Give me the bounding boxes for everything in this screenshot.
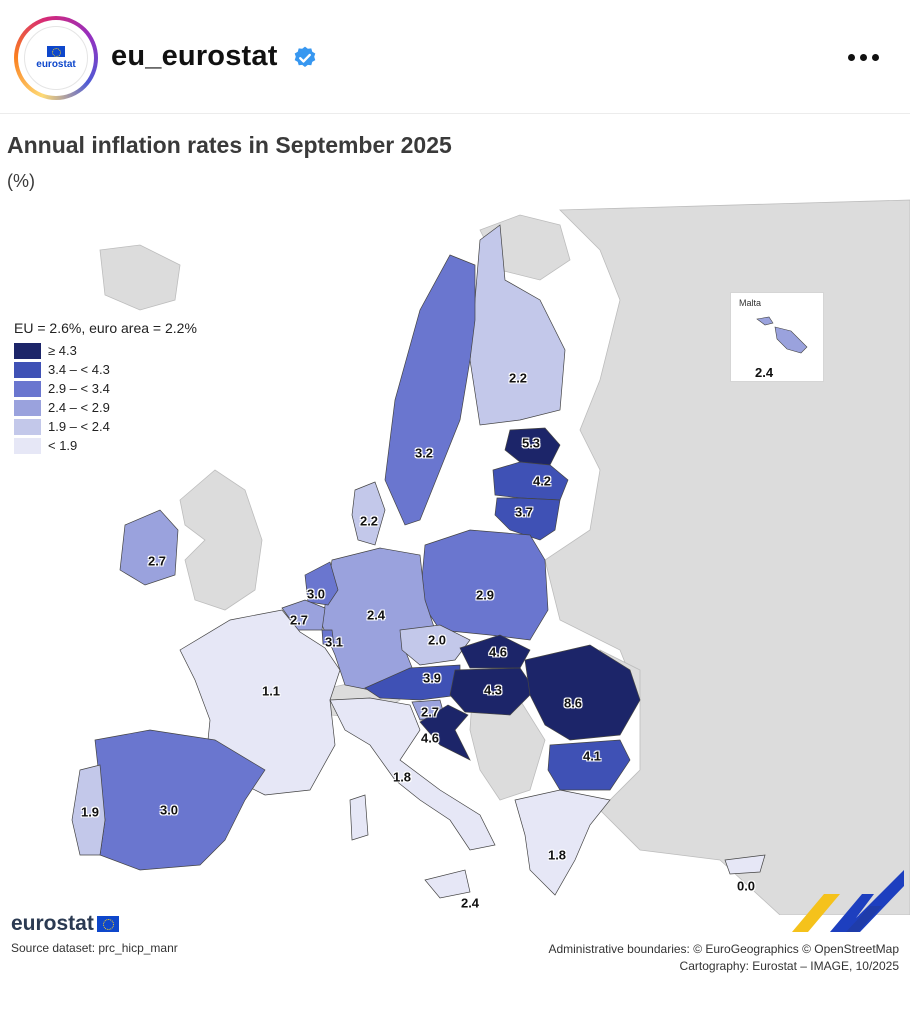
source-dataset: Source dataset: prc_hicp_manr — [11, 941, 178, 955]
value-luxembourg: 3.1 — [324, 634, 344, 650]
legend-item: < 1.9 — [14, 436, 250, 455]
malta-shape — [756, 316, 808, 354]
eu-flag-icon — [96, 916, 119, 932]
country-italy — [329, 697, 496, 851]
malta-value: 2.4 — [755, 365, 774, 380]
avatar[interactable]: eurostat — [14, 16, 98, 100]
value-portugal: 1.9 — [80, 804, 100, 820]
value-poland: 2.9 — [475, 587, 495, 603]
value-austria: 3.9 — [422, 670, 442, 686]
value-sweden: 3.2 — [414, 445, 434, 461]
eu-countries — [71, 224, 766, 899]
value-france: 1.1 — [261, 683, 281, 699]
country-romania — [524, 644, 641, 741]
value-italy: 1.8 — [392, 769, 412, 785]
country-slovakia — [459, 634, 531, 669]
value-denmark: 2.2 — [359, 513, 379, 529]
value-hungary: 4.3 — [483, 682, 503, 698]
eurostat-logo: eurostat — [24, 26, 88, 90]
value-slovenia: 2.7 — [420, 704, 440, 720]
legend-item: 2.9 – < 3.4 — [14, 379, 250, 398]
value-finland: 2.2 — [508, 370, 528, 386]
legend-item: ≥ 4.3 — [14, 341, 250, 360]
map-title: Annual inflation rates in September 2025 — [7, 132, 452, 158]
country-latvia — [492, 461, 569, 501]
value-ireland: 2.7 — [147, 553, 167, 569]
value-belgium: 2.7 — [289, 612, 309, 628]
value-romania: 8.6 — [563, 695, 583, 711]
legend-item: 1.9 – < 2.4 — [14, 417, 250, 436]
value-lithuania: 3.7 — [514, 504, 534, 520]
username[interactable]: eu_eurostat — [111, 40, 278, 72]
legend-title: EU = 2.6%, euro area = 2.2% — [14, 320, 197, 336]
value-estonia: 5.3 — [521, 435, 541, 451]
value-cyprus: 0.0 — [736, 878, 756, 894]
value-malta-main: 2.4 — [460, 895, 480, 911]
legend-item: 3.4 – < 4.3 — [14, 360, 250, 379]
country-sweden — [384, 254, 476, 526]
country-poland — [419, 529, 549, 641]
country-hungary — [449, 667, 536, 716]
country-cyprus — [724, 854, 766, 875]
value-latvia: 4.2 — [532, 473, 552, 489]
country-czechia — [399, 624, 471, 666]
verified-badge-icon — [294, 46, 316, 67]
value-netherlands: 3.0 — [306, 586, 326, 602]
value-spain: 3.0 — [159, 802, 179, 818]
country-bulgaria — [547, 739, 631, 791]
country-portugal — [71, 764, 106, 856]
value-slovakia: 4.6 — [488, 644, 508, 660]
value-germany: 2.4 — [366, 607, 386, 623]
country-ireland — [119, 509, 179, 586]
country-denmark — [351, 481, 386, 546]
value-croatia: 4.6 — [420, 730, 440, 746]
value-greece: 1.8 — [547, 847, 567, 863]
eu-flag-icon — [47, 46, 65, 57]
malta-inset-label: Malta — [739, 298, 762, 308]
country-italy-sardinia — [349, 794, 369, 841]
country-greece — [514, 789, 611, 896]
malta-inset: Malta 2.4 — [730, 292, 824, 382]
country-italy-sicily — [424, 869, 471, 899]
value-bulgaria: 4.1 — [582, 748, 602, 764]
map-legend: EU = 2.6%, euro area = 2.2% ≥ 4.3 3.4 – … — [12, 318, 252, 457]
legend-item: 2.4 – < 2.9 — [14, 398, 250, 417]
country-croatia — [419, 704, 471, 761]
eurostat-brand-mark-icon — [792, 870, 904, 932]
value-czechia: 2.0 — [427, 632, 447, 648]
avatar-logo-text: eurostat — [36, 59, 76, 70]
post-header: eurostat eu_eurostat — [0, 0, 910, 114]
map-credits: Administrative boundaries: © EuroGeograp… — [548, 942, 899, 973]
country-luxembourg — [321, 629, 335, 646]
country-lithuania — [494, 497, 561, 541]
country-germany — [321, 547, 436, 691]
more-options-icon — [847, 53, 855, 61]
eurostat-footer-logo: eurostat — [11, 912, 119, 936]
more-options-button[interactable] — [840, 40, 886, 74]
country-netherlands — [304, 561, 339, 606]
map-unit: (%) — [7, 171, 35, 191]
